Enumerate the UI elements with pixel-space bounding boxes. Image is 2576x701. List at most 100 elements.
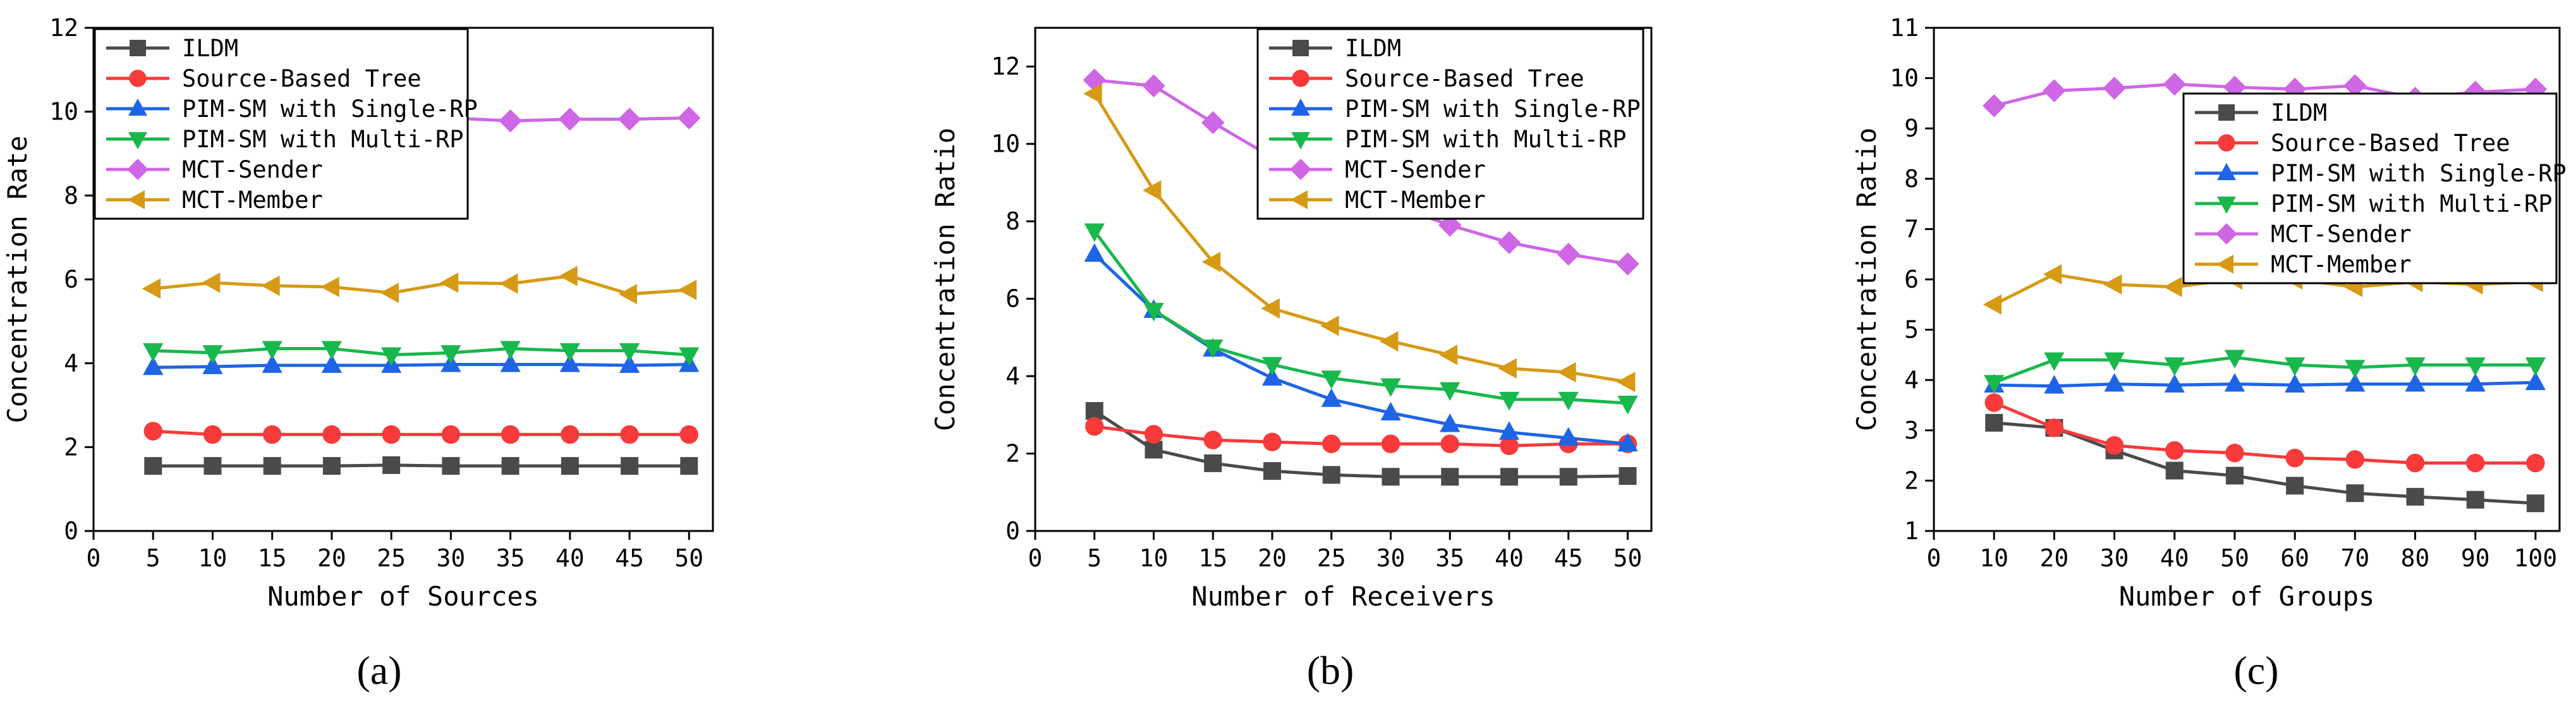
y-tick-label: 4	[1904, 366, 1919, 394]
data-point	[2285, 357, 2306, 376]
y-tick-label: 12	[991, 52, 1020, 80]
data-point	[619, 354, 640, 373]
series-source-based-tree	[143, 422, 699, 444]
legend-marker	[127, 159, 149, 180]
legend-label: PIM-SM with Multi-RP	[182, 126, 464, 153]
legend-label: Source-Based Tree	[2271, 130, 2510, 157]
data-point	[2103, 274, 2122, 295]
data-point	[380, 283, 399, 303]
y-tick-label: 6	[1005, 285, 1020, 313]
legend-label: MCT-Sender	[1345, 156, 1486, 183]
x-tick-label: 35	[1435, 544, 1464, 572]
data-point	[143, 356, 164, 375]
data-point	[680, 457, 698, 475]
y-tick-label: 4	[1005, 362, 1020, 390]
x-tick-label: 40	[2160, 544, 2189, 572]
data-point	[2465, 357, 2486, 376]
y-tick-label: 8	[64, 181, 78, 209]
data-point	[1619, 467, 1637, 485]
y-tick-label: 8	[1005, 207, 1020, 235]
data-point	[1261, 298, 1280, 319]
y-tick-label: 0	[64, 517, 78, 545]
y-tick-label: 10	[991, 130, 1020, 158]
y-tick-label: 9	[1904, 114, 1919, 142]
x-axis-title: Number of Sources	[267, 581, 539, 612]
series-pim-sm-with-single-rp	[1984, 371, 2546, 394]
legend-label: Source-Based Tree	[1345, 65, 1584, 92]
legend-label: PIM-SM with Single-RP	[182, 95, 478, 123]
data-point	[2466, 491, 2484, 509]
data-point	[2224, 373, 2245, 392]
data-point	[1143, 180, 1162, 201]
y-tick-label: 8	[1904, 165, 1919, 193]
x-tick-label: 20	[2040, 544, 2069, 572]
data-point	[1440, 434, 1459, 453]
legend-box	[94, 28, 469, 220]
panel-label: (b)	[1307, 648, 1354, 693]
series-line	[1993, 421, 2536, 505]
data-point	[1085, 417, 1104, 436]
data-point	[2225, 443, 2244, 463]
y-tick-label: 0	[1005, 517, 1020, 545]
y-tick-label: 10	[1890, 64, 1919, 92]
data-point	[1261, 367, 1283, 386]
data-point	[382, 425, 401, 444]
y-axis-title: Concentration Ratio	[1851, 128, 1882, 431]
y-tick-label: 5	[1904, 316, 1919, 344]
data-point	[2104, 373, 2125, 392]
data-point	[1380, 331, 1399, 352]
data-point	[261, 275, 280, 296]
data-point	[1321, 388, 1342, 407]
data-point	[1142, 74, 1165, 98]
x-tick-label: 40	[556, 544, 585, 572]
data-point	[617, 107, 641, 131]
x-tick-label: 10	[1139, 544, 1169, 572]
x-axis-title: Number of Groups	[2119, 581, 2375, 612]
data-point	[440, 345, 461, 364]
data-point	[2525, 357, 2546, 376]
data-point	[1984, 375, 2005, 394]
data-point	[2286, 477, 2304, 495]
legend-marker	[1290, 190, 1308, 209]
y-tick-label: 12	[49, 14, 78, 42]
legend-marker	[2218, 104, 2235, 121]
series-pim-sm-with-multi-rp	[1084, 223, 1638, 415]
y-tick-label: 1	[1904, 517, 1919, 545]
x-tick-label: 35	[496, 544, 525, 572]
x-tick-label: 20	[317, 544, 346, 572]
data-point	[499, 273, 518, 294]
data-point	[2164, 357, 2185, 376]
data-point	[1261, 357, 1283, 376]
panel-label: (c)	[2233, 648, 2278, 693]
data-point	[2343, 74, 2367, 97]
legend-label: MCT-Member	[182, 186, 323, 214]
data-point	[499, 109, 522, 133]
data-point	[1558, 391, 1579, 411]
data-point	[1381, 434, 1400, 453]
data-point	[1984, 393, 2003, 412]
data-point	[1382, 468, 1400, 486]
x-axis-title: Number of Receivers	[1191, 581, 1495, 612]
data-point	[559, 353, 580, 372]
legend: ILDM Source-Based Tree PIM-SM with Single-…	[1256, 28, 1644, 220]
data-point	[2526, 453, 2545, 473]
series-line	[1993, 401, 2536, 465]
data-point	[2043, 79, 2066, 102]
series-line	[1993, 355, 2536, 384]
series-source-based-tree	[1984, 393, 2545, 473]
data-point	[1557, 243, 1580, 266]
series-line	[152, 274, 690, 296]
series-pim-sm-with-multi-rp	[143, 341, 700, 366]
legend-marker	[130, 40, 146, 56]
data-point	[561, 425, 580, 444]
data-point	[439, 272, 459, 293]
series-line	[1093, 92, 1628, 384]
data-point	[442, 457, 460, 475]
legend-label: Source-Based Tree	[182, 65, 422, 92]
x-tick-label: 10	[1979, 544, 2008, 572]
data-point	[142, 278, 161, 299]
data-point	[2285, 374, 2306, 393]
data-point	[201, 272, 221, 293]
data-point	[2526, 494, 2544, 513]
data-point	[1322, 434, 1341, 453]
